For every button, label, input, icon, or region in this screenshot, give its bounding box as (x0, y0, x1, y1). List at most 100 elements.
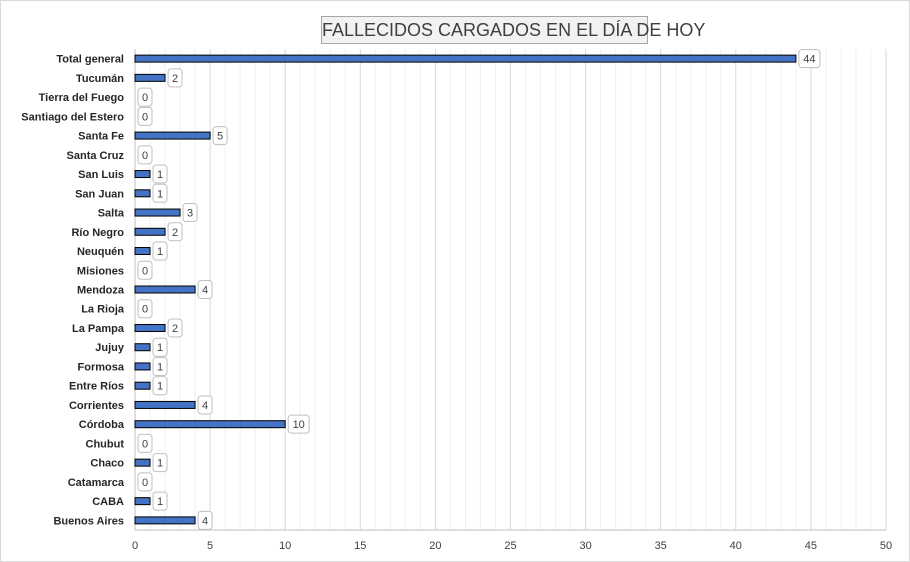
category-label: Jujuy (95, 342, 125, 354)
data-label: 1 (157, 246, 163, 258)
data-label: 1 (157, 361, 163, 373)
bar (134, 381, 151, 390)
bar (134, 343, 151, 352)
data-label: 0 (142, 92, 148, 104)
data-label: 2 (172, 227, 178, 239)
category-label: Misiones (77, 265, 124, 277)
category-label: Chaco (90, 458, 124, 470)
x-tick-label: 45 (805, 540, 817, 552)
bar (134, 208, 181, 217)
category-label: Tierra del Fuego (39, 92, 125, 104)
data-label: 0 (142, 265, 148, 277)
data-label: 4 (202, 515, 208, 527)
data-label-box (798, 49, 821, 69)
category-label: Formosa (78, 361, 125, 373)
data-label-box (152, 356, 168, 376)
category-label: Neuquén (77, 246, 124, 258)
data-label: 44 (803, 54, 815, 66)
bar (134, 420, 286, 429)
category-label: La Rioja (81, 304, 125, 316)
data-label: 4 (202, 400, 208, 412)
category-label: Tucumán (76, 73, 124, 85)
chart-title: FALLECIDOS CARGADOS EN EL DÍA DE HOY (321, 16, 705, 44)
data-label-box (152, 241, 168, 261)
data-label-box (197, 510, 213, 530)
data-label-box (137, 87, 153, 107)
x-tick-label: 30 (579, 540, 591, 552)
data-label-box (152, 337, 168, 357)
x-tick-label: 25 (504, 540, 516, 552)
data-label: 0 (142, 304, 148, 316)
data-label: 10 (293, 419, 305, 431)
bar (134, 323, 166, 332)
x-tick-label: 50 (880, 540, 892, 552)
bar (134, 73, 166, 82)
category-label: San Luis (78, 169, 124, 181)
bar (134, 497, 151, 506)
category-label: Catamarca (68, 477, 125, 489)
category-label: Santa Fe (78, 131, 124, 143)
data-label: 3 (187, 208, 193, 220)
data-label: 2 (172, 73, 178, 85)
category-label: Santa Cruz (67, 150, 125, 162)
category-label: CABA (92, 496, 124, 508)
data-label-box (167, 222, 183, 242)
data-label-box (137, 299, 153, 319)
data-label: 1 (157, 381, 163, 393)
bar (134, 54, 797, 63)
data-label-box (137, 145, 153, 165)
data-label: 1 (157, 342, 163, 354)
category-label: Buenos Aires (53, 515, 124, 527)
x-tick-label: 5 (207, 540, 213, 552)
bar (134, 189, 151, 198)
x-tick-label: 20 (429, 540, 441, 552)
x-tick-label: 10 (279, 540, 291, 552)
data-label-box (167, 318, 183, 338)
bars (134, 54, 797, 525)
data-label: 1 (157, 458, 163, 470)
bar (134, 400, 196, 409)
data-label-box (212, 126, 228, 146)
category-label: San Juan (75, 188, 124, 200)
x-tick-label: 35 (655, 540, 667, 552)
data-label-box (137, 433, 153, 453)
data-label-box (197, 280, 213, 299)
category-label: Chubut (86, 438, 125, 450)
data-label-box (137, 472, 153, 492)
data-label-box (182, 203, 198, 223)
bar (134, 131, 211, 140)
data-label-box (152, 491, 168, 511)
x-tick-label: 40 (730, 540, 742, 552)
data-label-box (167, 68, 183, 88)
data-label: 0 (142, 438, 148, 450)
bar (134, 362, 151, 371)
data-label: 5 (217, 131, 223, 143)
data-label-box (137, 260, 153, 280)
category-label: Mendoza (77, 285, 125, 297)
bar (134, 170, 151, 179)
bar (134, 458, 151, 467)
data-label-box (152, 453, 168, 473)
bar (134, 227, 166, 236)
data-label-box (152, 164, 168, 184)
data-label: 0 (142, 477, 148, 489)
data-label: 0 (142, 150, 148, 162)
category-label: La Pampa (72, 323, 125, 335)
category-label: Córdoba (79, 419, 125, 431)
category-label: Total general (56, 54, 124, 66)
category-label: Entre Ríos (69, 381, 124, 393)
data-label-box (287, 414, 310, 434)
data-label: 2 (172, 323, 178, 335)
data-label-box (152, 376, 168, 396)
data-label-box (152, 183, 168, 203)
x-tick-label: 0 (132, 540, 138, 552)
x-tick-label: 15 (354, 540, 366, 552)
bar (134, 516, 196, 525)
category-label: Río Negro (71, 227, 124, 239)
bar (134, 285, 196, 294)
data-label: 4 (202, 285, 208, 297)
gridlines (149, 49, 887, 530)
category-label: Santiago del Estero (21, 111, 124, 123)
category-label: Salta (98, 208, 125, 220)
